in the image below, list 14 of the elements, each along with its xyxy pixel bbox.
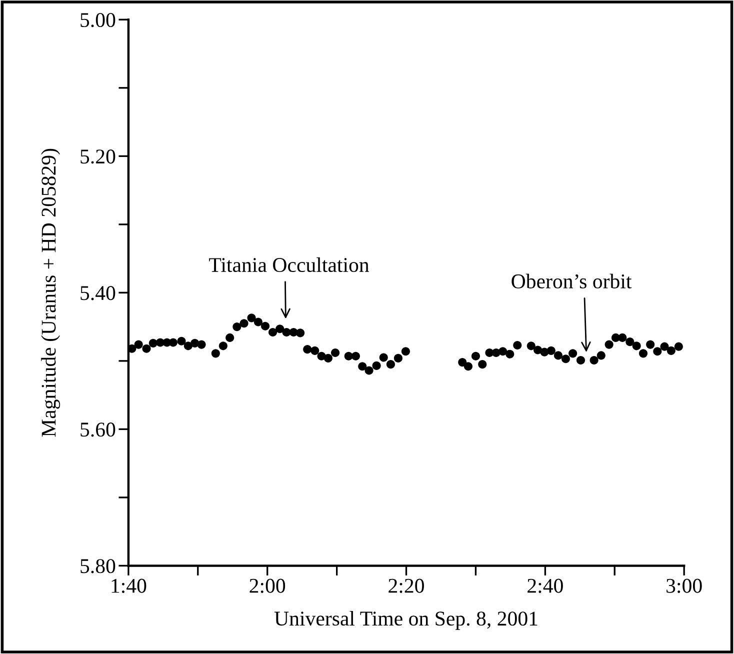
- y-tick-label: 5.60: [80, 422, 116, 437]
- x-tick-label: 2:40: [528, 578, 563, 593]
- x-tick-label: 2:20: [388, 578, 424, 593]
- y-tick-label: 5.20: [80, 150, 116, 164]
- x-tick-label: 2:00: [250, 578, 286, 593]
- y-tick-label: 5.80: [80, 559, 116, 574]
- x-axis-title: Universal Time on Sep. 8, 2001: [274, 610, 538, 630]
- x-tick-label: 3:00: [666, 578, 702, 593]
- y-tick-label: 5.40: [80, 286, 116, 300]
- x-tick-label: 1:40: [112, 578, 146, 593]
- y-axis-title: Magnitude (Uranus + HD 205829): [41, 148, 60, 437]
- y-tick-label: 5.00: [80, 12, 116, 28]
- annotation: Oberon’s orbit: [512, 274, 632, 288]
- annotation: Titania Occultation: [209, 257, 370, 272]
